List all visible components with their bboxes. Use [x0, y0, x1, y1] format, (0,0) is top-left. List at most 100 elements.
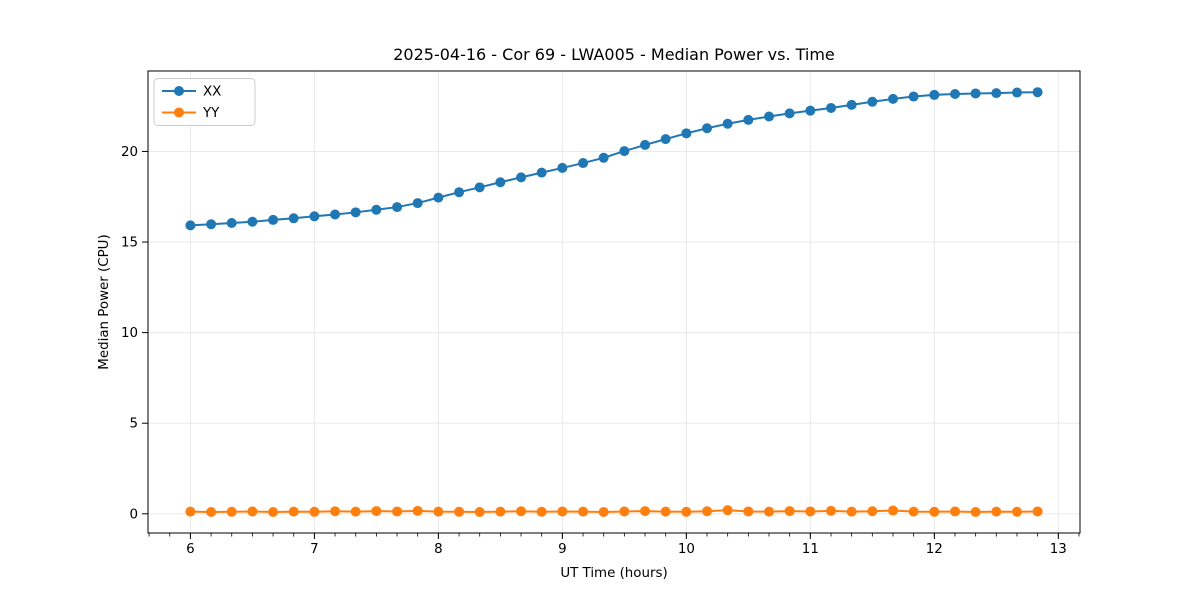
xx-marker: [702, 123, 713, 134]
yy-marker: [1032, 506, 1043, 517]
xx-marker: [536, 167, 547, 178]
xx-marker: [309, 211, 320, 222]
xx-marker: [288, 213, 299, 224]
yy-marker: [784, 506, 795, 517]
y-tick-label: 5: [129, 417, 138, 432]
x-tick-label: 8: [434, 542, 443, 557]
xx-marker: [578, 158, 589, 169]
xx-marker: [433, 192, 444, 203]
xx-marker: [805, 105, 816, 116]
yy-marker: [888, 505, 899, 516]
xx-marker: [867, 96, 878, 107]
yy-marker: [702, 506, 713, 517]
xx-marker: [226, 218, 237, 229]
yy-marker: [185, 506, 196, 517]
xx-marker: [764, 111, 775, 122]
yy-marker: [206, 506, 217, 517]
yy-marker: [288, 506, 299, 517]
yy-marker: [495, 506, 506, 517]
xx-marker: [557, 162, 568, 173]
xx-marker: [970, 88, 981, 99]
yy-marker: [536, 506, 547, 517]
legend: XX YY: [153, 78, 256, 126]
xx-marker: [743, 114, 754, 125]
x-tick-label: 7: [310, 542, 319, 557]
xx-marker: [991, 88, 1002, 99]
y-axis-label: Median Power (CPU): [97, 234, 112, 369]
xx-marker: [681, 128, 692, 139]
yy-marker: [226, 506, 237, 517]
yy-marker: [826, 505, 837, 516]
yy-marker: [970, 506, 981, 517]
xx-marker: [350, 207, 361, 218]
xx-marker: [516, 172, 527, 183]
yy-marker: [330, 506, 341, 517]
xx-marker: [846, 99, 857, 110]
xx-marker: [640, 139, 651, 150]
yy-marker: [474, 506, 485, 517]
xx-marker: [826, 102, 837, 113]
xx-marker: [474, 182, 485, 193]
yy-marker: [867, 506, 878, 517]
legend-item-label: YY: [202, 106, 220, 121]
xx-marker: [1032, 87, 1043, 98]
yy-marker: [929, 506, 940, 517]
yy-marker: [578, 506, 589, 517]
xx-marker: [888, 93, 899, 104]
xx-marker: [598, 152, 609, 163]
xx-marker: [185, 220, 196, 231]
y-tick-label: 20: [121, 145, 138, 160]
x-tick-label: 6: [186, 542, 195, 557]
yy-marker: [1012, 506, 1023, 517]
legend-item-xx: XX: [162, 85, 221, 100]
yy-marker: [350, 506, 361, 517]
xx-marker: [392, 202, 403, 213]
grid: [148, 71, 1080, 533]
yy-marker: [412, 505, 423, 516]
xx-marker: [908, 91, 919, 102]
axes: 6 7 8 9 10 11 12 13 0 5 10 15 20: [121, 70, 1081, 557]
xx-marker: [660, 134, 671, 145]
xx-marker: [268, 214, 279, 225]
yy-marker: [640, 506, 651, 517]
yy-marker: [908, 506, 919, 517]
x-tick-label: 10: [678, 542, 695, 557]
yy-marker: [619, 506, 630, 517]
xx-marker: [247, 216, 258, 227]
xx-marker: [330, 209, 341, 220]
series-layer: [185, 87, 1043, 517]
legend-marker-sample: [174, 86, 184, 96]
xx-marker: [454, 187, 465, 198]
x-tick-label: 13: [1050, 542, 1067, 557]
series-yy: [185, 505, 1043, 517]
yy-marker: [309, 506, 320, 517]
plot-frame: [147, 70, 1081, 534]
series-xx: [185, 87, 1043, 231]
yy-marker: [557, 506, 568, 517]
chart-title: 2025-04-16 - Cor 69 - LWA005 - Median Po…: [393, 45, 835, 64]
yy-marker: [805, 506, 816, 517]
yy-marker: [950, 506, 961, 517]
yy-marker: [247, 506, 258, 517]
x-tick-label: 9: [558, 542, 567, 557]
yy-marker: [598, 506, 609, 517]
yy-marker: [743, 506, 754, 517]
y-tick-label: 0: [129, 507, 138, 522]
yy-marker: [846, 506, 857, 517]
legend-item-label: XX: [203, 85, 221, 100]
xx-marker: [495, 177, 506, 188]
legend-item-yy: YY: [162, 106, 220, 121]
xx-marker: [950, 89, 961, 100]
yy-marker: [991, 506, 1002, 517]
xx-marker: [929, 89, 940, 100]
x-axis-label: UT Time (hours): [560, 566, 667, 581]
yy-marker: [764, 506, 775, 517]
legend-marker-sample: [174, 107, 184, 118]
yy-marker: [433, 506, 444, 517]
yy-marker: [392, 506, 403, 517]
yy-marker: [454, 506, 465, 517]
xx-marker: [1012, 87, 1023, 98]
xx-marker: [619, 146, 630, 157]
